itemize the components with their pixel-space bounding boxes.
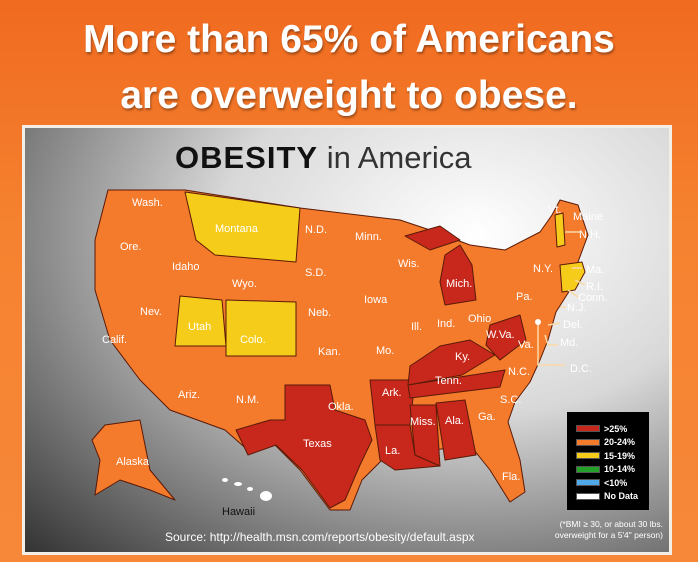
legend-item: >25% xyxy=(576,422,649,436)
legend-label: 15-19% xyxy=(604,450,636,461)
legend-item: No Data xyxy=(576,490,649,504)
state-label: Texas xyxy=(303,438,332,450)
state-label: Ala. xyxy=(445,415,464,427)
legend-item: 20-24% xyxy=(576,436,649,450)
state-michigan-upper xyxy=(404,225,461,251)
state-label: La. xyxy=(385,445,400,457)
map-title-rest: in America xyxy=(326,140,472,175)
state-label: Montana xyxy=(215,223,259,235)
state-label: Wyo. xyxy=(232,278,257,290)
state-label: Ind. xyxy=(437,318,455,330)
state-ma-ri-conn xyxy=(559,261,586,293)
state-label: Fla. xyxy=(502,471,520,483)
state-label: Conn. xyxy=(578,292,607,304)
state-vermont xyxy=(554,212,566,248)
state-label: Hawaii xyxy=(222,506,255,518)
legend-swatch xyxy=(576,452,600,460)
state-label: Alaska xyxy=(116,456,150,468)
state-label: Mich. xyxy=(446,278,472,290)
state-label: Ga. xyxy=(478,411,496,423)
hawaii-islands xyxy=(222,478,272,501)
state-label: N.H. xyxy=(579,229,601,241)
state-label: Kan. xyxy=(318,346,341,358)
state-label: N.D. xyxy=(305,224,327,236)
state-label: Idaho xyxy=(172,261,200,273)
legend-swatch xyxy=(576,492,600,500)
state-label: Wash. xyxy=(132,197,163,209)
state-west-virginia xyxy=(485,314,527,361)
state-label: Ohio xyxy=(468,313,491,325)
legend-label: <10% xyxy=(604,477,628,488)
state-label: Wis. xyxy=(398,258,419,270)
state-label: Maine xyxy=(573,211,603,223)
state-alaska xyxy=(91,419,176,501)
state-label: Mo. xyxy=(376,345,394,357)
map-title: OBESITY in America xyxy=(175,140,471,176)
legend-label: 10-14% xyxy=(604,464,636,475)
footnote-line-1: (*BMI ≥ 30, or about 30 lbs. xyxy=(559,519,663,529)
legend-label: No Data xyxy=(604,491,639,502)
legend-swatch xyxy=(576,425,600,433)
state-michigan-lower xyxy=(439,244,477,306)
footnote-line-2: overweight for a 5'4" person) xyxy=(554,530,663,540)
state-label: N.M. xyxy=(236,394,259,406)
legend-swatch xyxy=(576,479,600,487)
legend-swatch xyxy=(576,465,600,473)
headline-line-2: are overweight to obese. xyxy=(120,74,578,117)
state-label: S.C. xyxy=(500,394,521,406)
state-label: Iowa xyxy=(364,294,388,306)
state-colorado xyxy=(225,299,297,357)
headline-line-1: More than 65% of Americans xyxy=(83,18,615,61)
state-label: Ky. xyxy=(455,351,470,363)
state-label: Tenn. xyxy=(435,375,462,387)
state-label: Va. xyxy=(518,339,534,351)
state-label: N.C. xyxy=(508,366,530,378)
state-label: Okla. xyxy=(328,401,354,413)
legend-item: 15-19% xyxy=(576,449,649,463)
state-mississippi xyxy=(409,404,441,467)
source-citation: Source: http://health.msn.com/reports/ob… xyxy=(165,530,475,544)
state-label: Minn. xyxy=(355,231,382,243)
state-label: S.D. xyxy=(305,267,326,279)
state-label: N.J. xyxy=(567,302,587,314)
state-label: Ma. xyxy=(586,264,604,276)
state-label: Ark. xyxy=(382,387,402,399)
state-label: N.Y. xyxy=(533,263,553,275)
state-label: Nev. xyxy=(140,306,162,318)
legend-swatch xyxy=(576,438,600,446)
state-texas xyxy=(235,384,373,509)
footnote: (*BMI ≥ 30, or about 30 lbs. overweight f… xyxy=(538,519,663,541)
dc-marker xyxy=(535,319,541,325)
state-label: Del. xyxy=(563,319,583,331)
state-montana xyxy=(184,191,301,263)
state-label: W.Va. xyxy=(486,329,515,341)
state-label: Calif. xyxy=(102,334,127,346)
legend-label: 20-24% xyxy=(604,437,636,448)
legend-item: <10% xyxy=(576,476,649,490)
map-title-bold: OBESITY xyxy=(175,140,319,175)
state-label: Ore. xyxy=(120,241,141,253)
state-label: Utah xyxy=(188,321,211,333)
legend: >25% 20-24% 15-19% 10-14% <10% No Data xyxy=(567,412,649,510)
state-label: Miss. xyxy=(410,416,436,428)
state-label: Colo. xyxy=(240,334,266,346)
state-label: Pa. xyxy=(516,291,533,303)
state-label: Ill. xyxy=(411,321,422,333)
state-tennessee xyxy=(407,369,506,399)
state-label: Ariz. xyxy=(178,389,200,401)
northeast-leader-lines xyxy=(537,231,586,366)
state-alabama xyxy=(435,399,477,461)
state-label: Md. xyxy=(560,337,578,349)
state-label: D.C. xyxy=(570,363,592,375)
legend-label: >25% xyxy=(604,423,628,434)
state-label: Neb. xyxy=(308,307,331,319)
state-label: R.I. xyxy=(586,281,603,293)
state-label: Vt. xyxy=(548,204,561,216)
legend-item: 10-14% xyxy=(576,463,649,477)
